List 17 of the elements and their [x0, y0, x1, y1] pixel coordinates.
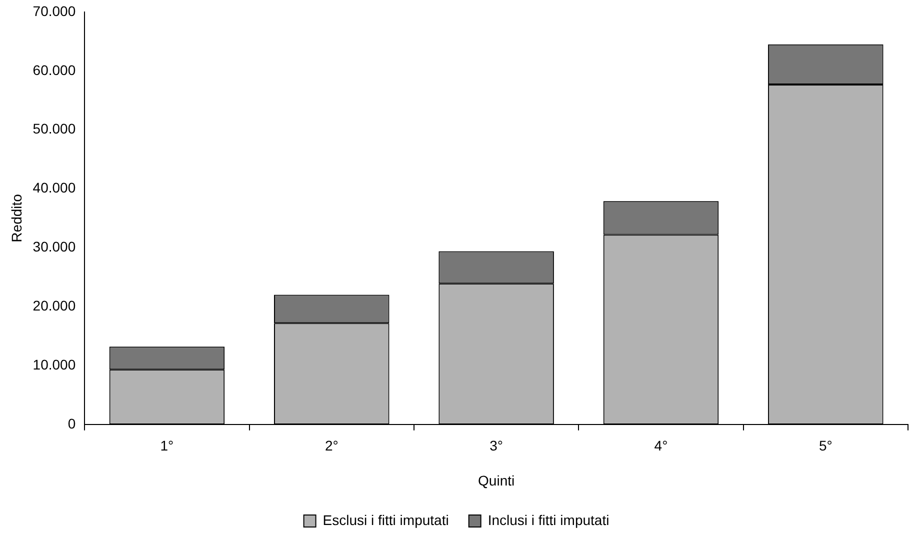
x-tick-label: 5°: [818, 438, 832, 454]
y-tick-label: 50.000: [32, 120, 76, 137]
y-tick-label: 40.000: [32, 180, 76, 196]
x-axis-title: Quinti: [478, 472, 515, 488]
x-tick-label: 2°: [324, 438, 338, 454]
x-tick-label: 1°: [160, 438, 174, 454]
legend-label: Esclusi i fitti imputati: [322, 512, 449, 528]
x-tick-label: 4°: [654, 438, 668, 454]
y-tick-label: 30.000: [32, 238, 76, 255]
y-tick-label: 70.000: [32, 2, 76, 19]
x-tick-label: 3°: [490, 438, 504, 454]
y-tick-label: 20.000: [32, 297, 76, 314]
y-tick-label: 60.000: [32, 62, 76, 78]
y-axis-title: Reddito: [8, 194, 24, 242]
y-tick-label: 0: [68, 415, 76, 432]
legend-label: Inclusi i fitti imputati: [488, 512, 610, 528]
y-tick-label: 10.000: [32, 356, 76, 372]
